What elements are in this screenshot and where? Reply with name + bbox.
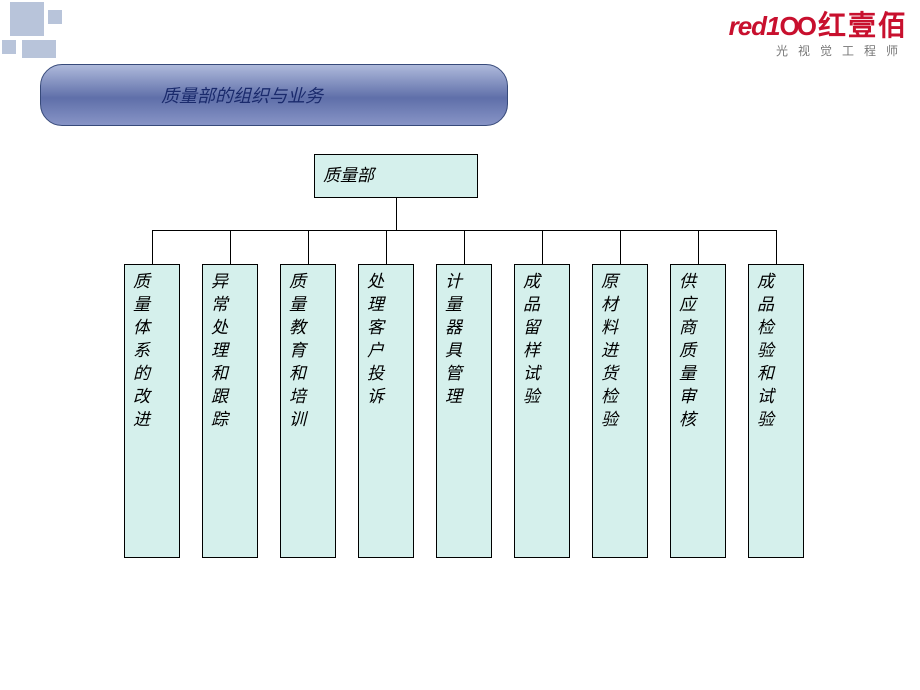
connector-line <box>542 230 543 264</box>
org-child-node: 成品检验和试验 <box>748 264 804 558</box>
connector-line <box>308 230 309 264</box>
org-child-label: 计量器具管理 <box>445 271 462 409</box>
connector-line <box>230 230 231 264</box>
org-child-label: 异常处理和跟踪 <box>211 271 228 432</box>
org-child-node: 处理客户投诉 <box>358 264 414 558</box>
connector-line <box>464 230 465 264</box>
org-child-label: 成品检验和试验 <box>757 271 774 432</box>
org-root-node: 质量部 <box>314 154 478 198</box>
connector-line <box>776 230 777 264</box>
org-child-label: 质量体系的改进 <box>133 271 150 432</box>
org-child-node: 异常处理和跟踪 <box>202 264 258 558</box>
org-child-label: 处理客户投诉 <box>367 271 384 409</box>
org-child-label: 质量教育和培训 <box>289 271 306 432</box>
org-child-node: 成品留样试验 <box>514 264 570 558</box>
org-child-node: 计量器具管理 <box>436 264 492 558</box>
connector-line <box>396 198 397 230</box>
org-child-label: 成品留样试验 <box>523 271 540 409</box>
org-child-label: 供应商质量审核 <box>679 271 696 432</box>
org-child-node: 质量体系的改进 <box>124 264 180 558</box>
connector-line <box>620 230 621 264</box>
org-chart: 质量部质量体系的改进 异常处理和跟踪 质量教育和培训 处理客户投诉 计量器具管理 成品留样… <box>0 0 920 690</box>
connector-line <box>386 230 387 264</box>
org-child-label: 原材料进货检验 <box>601 271 618 432</box>
connector-line <box>152 230 153 264</box>
org-child-node: 原材料进货检验 <box>592 264 648 558</box>
org-child-node: 质量教育和培训 <box>280 264 336 558</box>
org-child-node: 供应商质量审核 <box>670 264 726 558</box>
connector-line <box>698 230 699 264</box>
